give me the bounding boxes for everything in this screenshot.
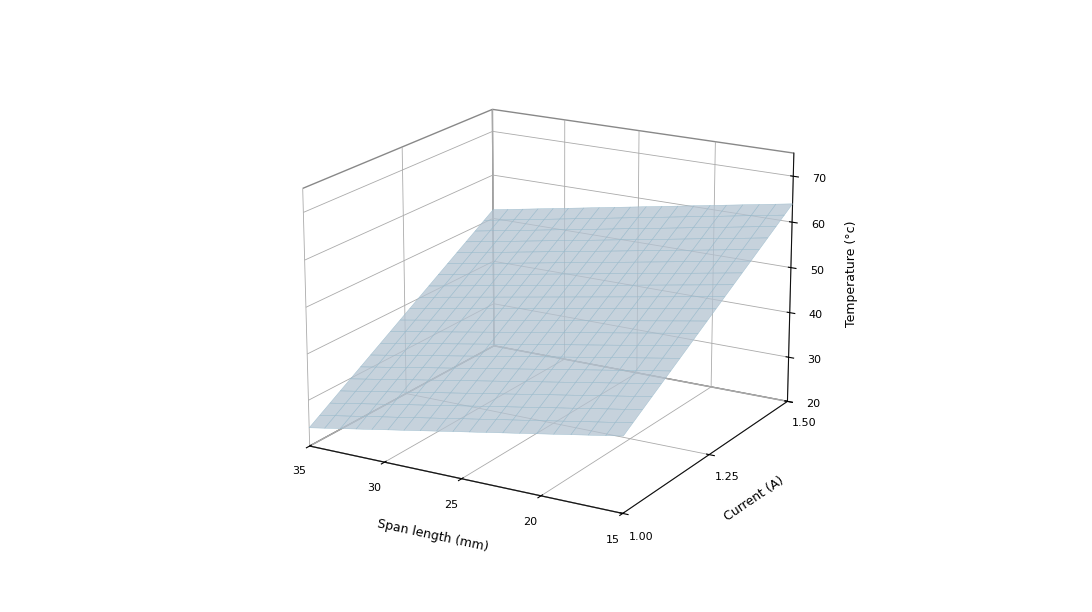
X-axis label: Span length (mm): Span length (mm) [376,517,489,554]
Y-axis label: Current (A): Current (A) [722,474,786,524]
